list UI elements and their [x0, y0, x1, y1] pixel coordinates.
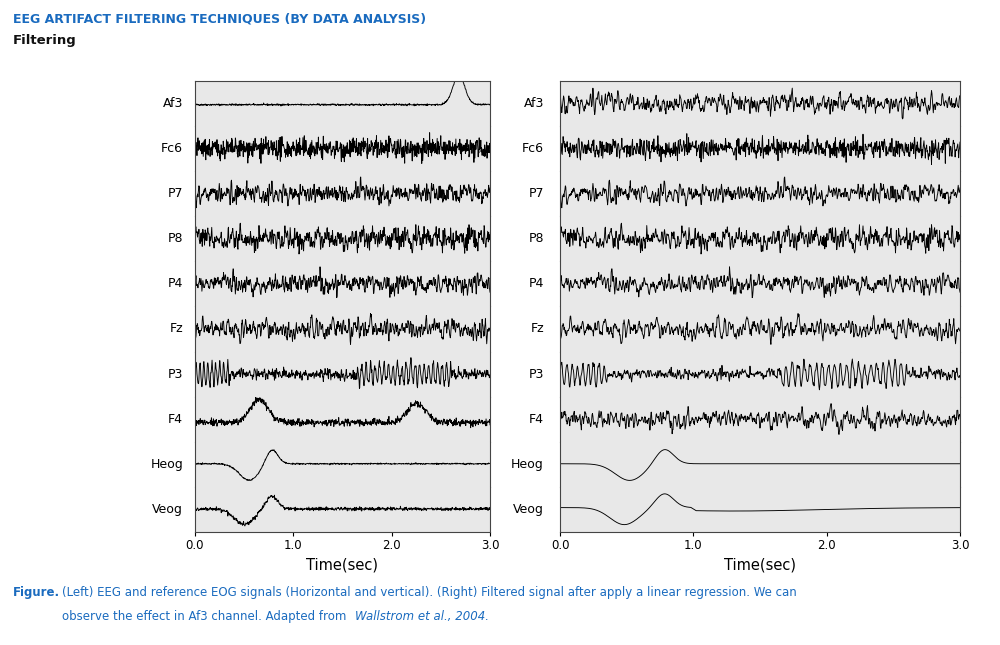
Text: (Left) EEG and reference EOG signals (Horizontal and vertical). (Right) Filtered: (Left) EEG and reference EOG signals (Ho…: [62, 586, 797, 599]
Text: Filtering: Filtering: [13, 34, 77, 46]
Y-axis label: P7: P7: [528, 187, 544, 200]
Y-axis label: Veog: Veog: [152, 503, 183, 516]
Y-axis label: Af3: Af3: [524, 97, 544, 110]
Text: EEG ARTIFACT FILTERING TECHNIQUES (BY DATA ANALYSIS): EEG ARTIFACT FILTERING TECHNIQUES (BY DA…: [13, 13, 426, 26]
Text: observe the effect in Af3 channel. Adapted from: observe the effect in Af3 channel. Adapt…: [62, 610, 350, 623]
Text: Figure.: Figure.: [13, 586, 60, 599]
Y-axis label: P4: P4: [529, 277, 544, 290]
Text: Wallstrom et al., 2004.: Wallstrom et al., 2004.: [355, 610, 489, 623]
Y-axis label: Fc6: Fc6: [161, 142, 183, 155]
Y-axis label: P3: P3: [168, 368, 183, 381]
Y-axis label: P7: P7: [168, 187, 183, 200]
Y-axis label: Fz: Fz: [170, 322, 183, 335]
Y-axis label: Fz: Fz: [530, 322, 544, 335]
Y-axis label: Veog: Veog: [513, 503, 544, 516]
Y-axis label: P8: P8: [528, 232, 544, 245]
Y-axis label: Heog: Heog: [511, 458, 544, 471]
Y-axis label: P4: P4: [168, 277, 183, 290]
Y-axis label: F4: F4: [529, 413, 544, 426]
Y-axis label: P8: P8: [168, 232, 183, 245]
Y-axis label: F4: F4: [168, 413, 183, 426]
X-axis label: Time(sec): Time(sec): [724, 558, 796, 573]
X-axis label: Time(sec): Time(sec): [306, 558, 378, 573]
Y-axis label: P3: P3: [529, 368, 544, 381]
Y-axis label: Heog: Heog: [150, 458, 183, 471]
Y-axis label: Fc6: Fc6: [522, 142, 544, 155]
Y-axis label: Af3: Af3: [163, 97, 183, 110]
